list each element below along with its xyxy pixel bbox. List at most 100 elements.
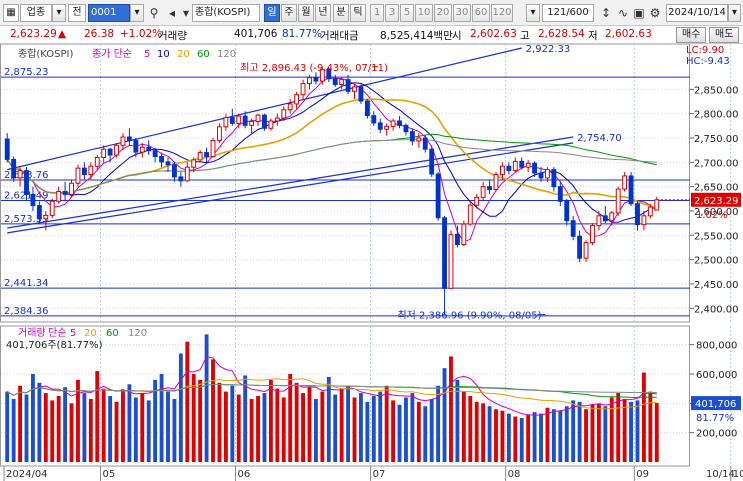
price-title: 종합(KOSPI) (18, 48, 74, 60)
volume-bar (629, 401, 633, 462)
chevron-down-icon[interactable]: ▾ (182, 6, 190, 20)
toolbar: ▦ 업종 ▾ 전 0001 ▾ ⚲ ◂ ▾ 종합(KOSPI) 일 주 월 년 … (0, 0, 743, 26)
volume-bar (391, 400, 396, 462)
volume-bar (455, 379, 460, 462)
candle-body (635, 203, 640, 226)
volume-bar (500, 410, 505, 462)
code-input[interactable]: 0001 (88, 4, 130, 22)
volume-bar (532, 412, 537, 462)
candle-body (255, 114, 261, 122)
tab-period-tick[interactable]: 틱 (350, 4, 366, 22)
interval-60[interactable]: 60 (472, 4, 490, 22)
volume-bar (236, 394, 241, 462)
volume-legend-item: 120 (128, 328, 147, 339)
tab-period-day[interactable]: 일 (264, 4, 280, 22)
volume-bar (635, 400, 640, 462)
volume-bar (545, 407, 550, 462)
quote-infobar: 2,623.29 ▲ 26.38 +1.02% 거래량 401,706 81.7… (0, 26, 743, 44)
volume-legend-item: 60 (106, 328, 119, 339)
volume-bar (140, 393, 145, 462)
volume-bar (397, 404, 402, 462)
date-dropdown-icon[interactable]: ▾ (728, 4, 741, 22)
open-label: 시 (452, 30, 462, 42)
market-select[interactable]: 업종 (20, 4, 52, 22)
candle-body (345, 79, 351, 92)
buy-button[interactable]: 매수 (676, 27, 707, 43)
candle-body (538, 172, 544, 179)
volume-panel: 200,000400,000600,000800,000거래량단순5206012… (0, 325, 741, 467)
trendline-label: 2,754.70 (577, 133, 622, 144)
volume-bar (609, 397, 614, 462)
expand-icon[interactable]: ↕ (600, 6, 612, 20)
candle-body (615, 188, 621, 214)
high-label: 고 (520, 30, 530, 42)
save-icon[interactable]: ▣ (633, 6, 645, 20)
tab-period-year[interactable]: 년 (315, 4, 331, 22)
interval-1[interactable]: 1 (370, 4, 384, 22)
volume-bar (95, 371, 100, 462)
volume-bar (648, 391, 653, 462)
volume-bar (50, 400, 55, 462)
candle-body (43, 214, 49, 220)
price-legend-item: 종가 단순 (92, 48, 132, 60)
candle-body (339, 79, 345, 85)
sell-button[interactable]: 매도 (709, 27, 740, 43)
candle-body (114, 144, 119, 156)
volume-bar (178, 353, 183, 462)
volume-bar (603, 406, 608, 462)
y-tick-label: 2,600.00 (694, 207, 739, 218)
volume-subtitle: 401,706주(81.77%) (6, 340, 103, 351)
volume-bar (654, 403, 659, 462)
volume-bar (185, 341, 190, 462)
interval-120[interactable]: 120 (491, 4, 513, 22)
candle-body (384, 125, 390, 130)
candle-body (512, 160, 518, 172)
candle-body (146, 146, 152, 152)
chart-tool-icon[interactable]: ∿ (617, 6, 629, 20)
count-dropdown-icon[interactable]: ▾ (526, 4, 540, 22)
volume-bar (230, 385, 235, 462)
interval-5[interactable]: 5 (400, 4, 414, 22)
speaker-icon[interactable]: ◂ (168, 6, 176, 20)
stock-chart[interactable]: 2,400.00 2,450.00 2,500.00 2,550.00 2,600.00… (0, 44, 743, 481)
volume-bar (577, 401, 582, 462)
tab-period-minute[interactable]: 분 (333, 4, 349, 22)
date-input[interactable]: 2024/10/14 (666, 4, 728, 22)
trendline-label: 2,922.33 (526, 44, 571, 55)
candle-body (448, 233, 454, 289)
market-icon[interactable]: ▦ (3, 4, 19, 22)
tab-period-month[interactable]: 월 (298, 4, 314, 22)
volume-bar (468, 396, 473, 462)
volume-bar (133, 397, 138, 462)
candle-body (313, 77, 319, 82)
code-dropdown-icon[interactable]: ▾ (130, 4, 144, 22)
volume-bar (365, 401, 370, 462)
x-tick-label: 09 (636, 469, 649, 480)
interval-20[interactable]: 20 (434, 4, 452, 22)
interval-30[interactable]: 30 (453, 4, 471, 22)
volume-bar (5, 391, 10, 462)
volume-bar (449, 356, 453, 462)
search-icon[interactable]: ⚲ (149, 6, 159, 20)
interval-3[interactable]: 3 (385, 4, 399, 22)
ma120-line (6, 139, 657, 194)
candle-body (409, 131, 415, 142)
candle-body (229, 117, 235, 124)
tab-period-week[interactable]: 주 (281, 4, 297, 22)
volume-bar (204, 334, 209, 462)
price-legend-item: 120 (217, 49, 236, 60)
volume-bar (539, 413, 543, 462)
candle-body (107, 148, 113, 156)
symbol-name: 종합(KOSPI) (192, 4, 260, 22)
market-dropdown-icon[interactable]: ▾ (52, 4, 66, 22)
settings-icon[interactable]: ⚙ (649, 6, 661, 20)
candle-body (36, 205, 42, 220)
code-type-label[interactable]: 전 (68, 4, 86, 22)
volume-bar (275, 388, 280, 462)
volume-bar (410, 393, 415, 462)
volume-bar (166, 391, 170, 462)
candle-body (197, 152, 203, 161)
volume-bar (519, 418, 524, 462)
candle-body (545, 169, 550, 179)
interval-10[interactable]: 10 (415, 4, 433, 22)
